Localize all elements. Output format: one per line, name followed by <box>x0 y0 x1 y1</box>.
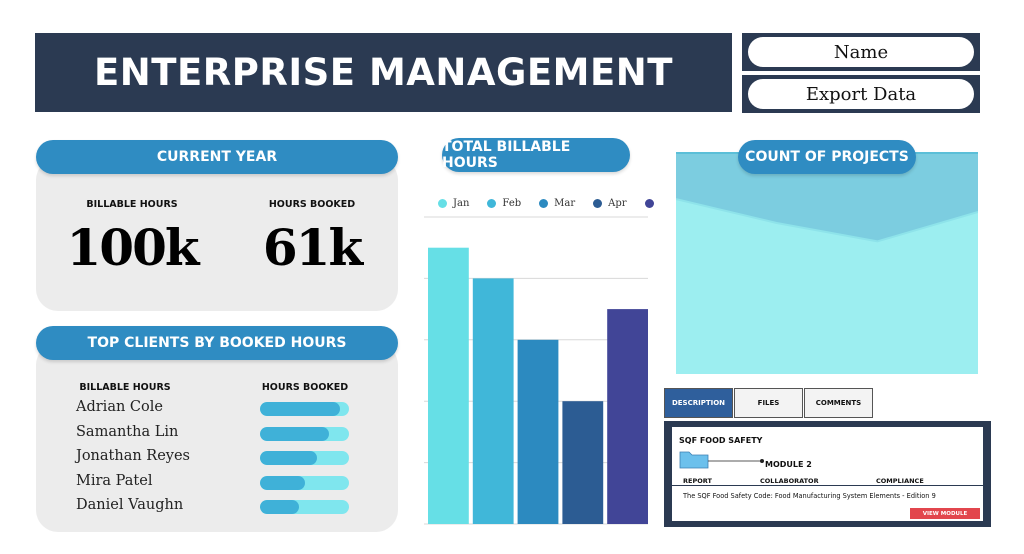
name-button-frame: Name <box>742 33 980 71</box>
module-connector <box>708 459 764 463</box>
client-booked-bar-fill <box>260 475 305 490</box>
current-year-title: CURRENT YEAR <box>36 140 398 174</box>
legend-dot <box>593 198 603 208</box>
client-booked-bar <box>260 426 349 441</box>
bar-apr <box>562 401 604 524</box>
current-year-card <box>36 158 398 311</box>
legend-item: Apr <box>593 196 627 210</box>
view-module-button[interactable]: VIEW MODULE <box>910 508 980 519</box>
col-collaborator: COLLABORATOR <box>760 477 819 485</box>
legend-dot <box>539 198 549 208</box>
client-name: Daniel Vaughn <box>76 497 184 514</box>
client-booked-bar-fill <box>260 426 330 441</box>
bar-series-5 <box>607 309 648 524</box>
bar-mar <box>517 339 559 524</box>
client-booked-bar <box>260 451 349 466</box>
legend-dot <box>438 198 447 208</box>
legend-label: Mar <box>554 197 576 209</box>
tab-comments[interactable]: COMMENTS <box>804 388 873 418</box>
col-report: REPORT <box>683 477 712 485</box>
legend-item <box>644 196 654 210</box>
projects-area-series <box>676 199 978 374</box>
legend-label: Apr <box>608 197 627 209</box>
folder-icon <box>679 451 709 469</box>
billable-chart-legend: Jan Feb Mar Apr <box>438 196 654 210</box>
export-data-button[interactable]: Export Data <box>748 79 974 109</box>
client-booked-bar-fill <box>260 451 317 466</box>
projects-area-chart <box>676 152 978 374</box>
client-name: Jonathan Reyes <box>76 448 190 465</box>
projects-chart-title: COUNT OF PROJECTS <box>738 140 916 174</box>
legend-dot <box>487 198 497 208</box>
export-button-frame: Export Data <box>742 75 980 113</box>
legend-label: Jan <box>453 197 470 209</box>
client-name: Adrian Cole <box>76 399 163 415</box>
client-name: Samantha Lin <box>76 423 179 440</box>
module-label: MODULE 2 <box>765 460 812 469</box>
module-panel-body: SQF FOOD SAFETY MODULE 2 REPORT COLLABOR… <box>672 427 983 521</box>
clients-col-booked: HOURS BOOKED <box>261 382 349 393</box>
legend-item: Feb <box>487 196 521 210</box>
clients-col-billable: BILLABLE HOURS <box>79 382 171 393</box>
hours-booked-value: 61k <box>262 218 363 277</box>
page-title-bar: ENTERPRISE MANAGEMENT <box>35 33 732 112</box>
projects-area-line <box>676 198 978 243</box>
bar-jan <box>428 247 469 524</box>
legend-label: Feb <box>502 197 522 209</box>
client-booked-bar <box>260 500 349 515</box>
legend-dot <box>644 198 654 208</box>
col-compliance: COMPLIANCE <box>876 477 924 485</box>
client-booked-bar-fill <box>260 500 300 515</box>
client-booked-bar-fill <box>260 402 341 416</box>
panel-title: SQF FOOD SAFETY <box>679 436 763 445</box>
client-booked-bar <box>260 402 349 416</box>
tab-files[interactable]: FILES <box>734 388 803 418</box>
hours-booked-label: HOURS BOOKED <box>268 199 356 210</box>
module-description: The SQF Food Safety Code: Food Manufactu… <box>683 492 936 500</box>
panel-divider <box>672 485 983 486</box>
client-booked-bar <box>260 475 349 490</box>
legend-item: Jan <box>438 196 469 210</box>
page-title: ENTERPRISE MANAGEMENT <box>94 51 673 94</box>
billable-chart-title: TOTAL BILLABLE HOURS <box>442 138 630 172</box>
bar-feb <box>472 278 514 524</box>
billable-hours-label: BILLABLE HOURS <box>86 199 178 210</box>
legend-item: Mar <box>539 196 575 210</box>
tab-description[interactable]: DESCRIPTION <box>664 388 733 418</box>
module-panel: SQF FOOD SAFETY MODULE 2 REPORT COLLABOR… <box>664 421 991 527</box>
client-name: Mira Patel <box>76 472 153 489</box>
name-button[interactable]: Name <box>748 37 974 67</box>
billable-hours-value: 100k <box>66 218 199 277</box>
top-clients-title: TOP CLIENTS BY BOOKED HOURS <box>36 326 398 360</box>
billable-bar-chart <box>424 216 648 525</box>
